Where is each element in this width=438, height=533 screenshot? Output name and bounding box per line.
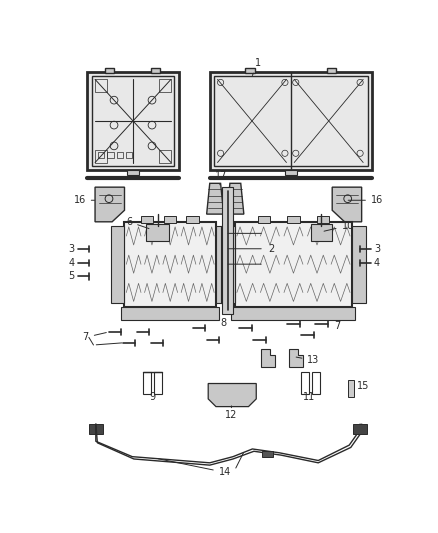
Bar [317, 216, 329, 223]
Text: 5: 5 [69, 271, 75, 281]
Bar [214, 76, 368, 166]
Text: 1: 1 [252, 58, 261, 76]
Bar [159, 79, 171, 92]
Text: 13: 13 [296, 356, 320, 366]
Text: 4: 4 [69, 257, 75, 268]
Bar [121, 306, 219, 320]
Bar [141, 216, 153, 223]
Bar [159, 150, 171, 163]
Polygon shape [289, 349, 303, 367]
Polygon shape [261, 349, 275, 367]
Bar [105, 68, 114, 73]
Bar [92, 76, 174, 166]
Bar [164, 216, 177, 223]
Bar [107, 152, 113, 158]
Polygon shape [221, 225, 235, 303]
Bar [146, 224, 170, 241]
Text: 16: 16 [348, 195, 383, 205]
Bar [311, 224, 332, 241]
Bar [258, 216, 270, 223]
Bar [285, 170, 297, 175]
Text: 14: 14 [219, 467, 231, 477]
Bar [287, 216, 300, 223]
Bar [154, 372, 162, 393]
Bar [327, 68, 336, 73]
Text: 2: 2 [268, 244, 274, 254]
Text: 3: 3 [69, 244, 75, 254]
Polygon shape [208, 384, 256, 407]
Text: 16: 16 [74, 195, 95, 205]
Text: 11: 11 [303, 392, 315, 401]
Text: 4: 4 [374, 257, 380, 268]
Bar [95, 79, 107, 92]
Text: 8: 8 [221, 318, 227, 328]
Bar [222, 187, 233, 314]
Text: 10: 10 [324, 221, 354, 231]
Bar [245, 68, 255, 73]
Bar [87, 71, 179, 170]
Text: 6: 6 [126, 217, 149, 229]
Bar [127, 170, 139, 175]
Bar [143, 372, 151, 393]
Bar [312, 372, 320, 393]
Polygon shape [332, 187, 362, 222]
Bar [348, 379, 354, 397]
Bar [235, 222, 352, 306]
Polygon shape [207, 183, 224, 214]
Bar [151, 68, 160, 73]
Text: 15: 15 [357, 381, 369, 391]
Bar [353, 424, 367, 433]
Bar [124, 222, 216, 306]
Polygon shape [227, 183, 244, 214]
Text: 17: 17 [215, 171, 228, 185]
Bar [95, 150, 107, 163]
Polygon shape [216, 225, 230, 303]
Bar [210, 71, 372, 170]
Bar [301, 372, 309, 393]
Bar [262, 451, 273, 457]
Bar [187, 216, 199, 223]
Bar [231, 306, 356, 320]
Bar [98, 152, 104, 158]
Text: 9: 9 [149, 392, 155, 401]
Polygon shape [352, 225, 366, 303]
Text: 12: 12 [225, 406, 238, 421]
Text: 7: 7 [83, 332, 106, 342]
Polygon shape [95, 187, 124, 222]
Bar [117, 152, 123, 158]
Polygon shape [110, 225, 124, 303]
Text: 3: 3 [374, 244, 380, 254]
Text: 7: 7 [334, 321, 340, 331]
Bar [126, 152, 132, 158]
Bar [89, 424, 103, 433]
